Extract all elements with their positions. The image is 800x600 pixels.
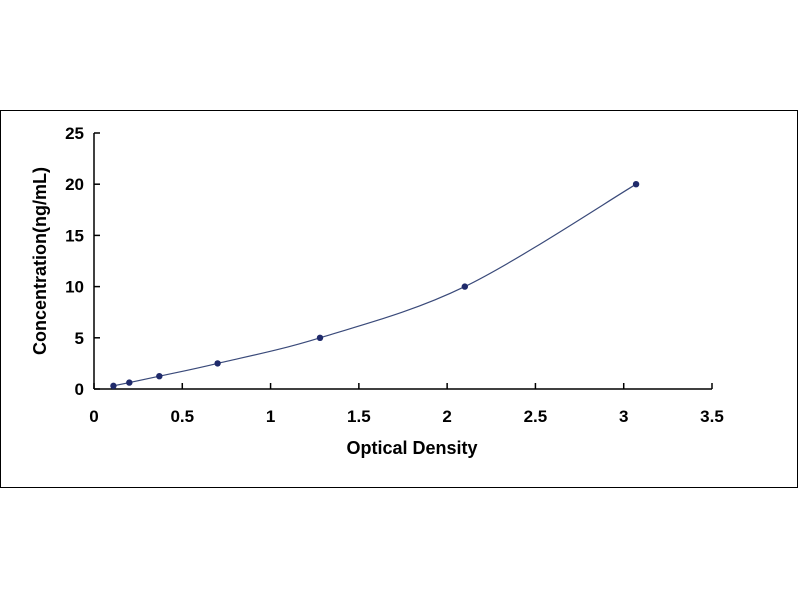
data-point [461, 283, 468, 290]
axes [93, 133, 712, 390]
y-axis-title: Concentration(ng/mL) [30, 167, 50, 355]
data-point [126, 379, 133, 386]
data-point [110, 382, 117, 390]
x-ticks: 0 0.5 1 1.5 2 2.5 3 3.5 [89, 383, 724, 426]
y-tick-label: 15 [65, 226, 84, 245]
data-point [214, 360, 221, 367]
y-tick-label: 25 [65, 124, 84, 143]
x-tick-label: 2.5 [524, 407, 548, 426]
data-point [316, 334, 324, 341]
data-point [632, 181, 640, 188]
data-points [110, 181, 640, 390]
fit-curve [113, 183, 637, 387]
x-tick-label: 1 [266, 407, 275, 426]
y-tick-label: 10 [65, 278, 84, 297]
y-tick-label: 5 [75, 329, 84, 348]
x-tick-label: 1.5 [347, 407, 371, 426]
x-tick-label: 3.5 [700, 407, 724, 426]
x-tick-label: 3 [619, 407, 628, 426]
y-tick-label: 0 [75, 380, 84, 399]
chart-frame [0, 110, 798, 488]
y-tick-label: 20 [65, 175, 84, 194]
data-point [156, 373, 163, 380]
x-tick-label: 0.5 [170, 407, 194, 426]
x-tick-label: 0 [89, 407, 98, 426]
y-ticks: 0 5 10 15 20 25 [65, 124, 100, 399]
x-tick-label: 2 [442, 407, 451, 426]
x-axis-title: Optical Density [346, 438, 477, 458]
